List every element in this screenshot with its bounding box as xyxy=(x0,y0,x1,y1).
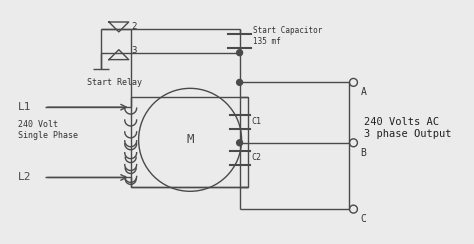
Text: 3: 3 xyxy=(132,46,137,55)
Text: A: A xyxy=(360,87,366,97)
Text: 2: 2 xyxy=(132,22,137,31)
Text: 240 Volts AC
3 phase Output: 240 Volts AC 3 phase Output xyxy=(365,117,452,139)
Text: B: B xyxy=(360,148,366,158)
Circle shape xyxy=(237,80,243,85)
Text: M: M xyxy=(186,133,194,146)
Text: 240 Volt
Single Phase: 240 Volt Single Phase xyxy=(18,120,78,140)
Text: C2: C2 xyxy=(252,153,262,162)
Text: Start Relay: Start Relay xyxy=(87,78,142,87)
Text: C: C xyxy=(360,214,366,224)
Text: L2: L2 xyxy=(18,173,31,183)
Circle shape xyxy=(237,50,243,56)
Text: Start Capacitor
135 mf: Start Capacitor 135 mf xyxy=(254,26,323,46)
Text: L1: L1 xyxy=(18,102,31,112)
Circle shape xyxy=(237,140,243,146)
Text: C1: C1 xyxy=(252,118,262,126)
